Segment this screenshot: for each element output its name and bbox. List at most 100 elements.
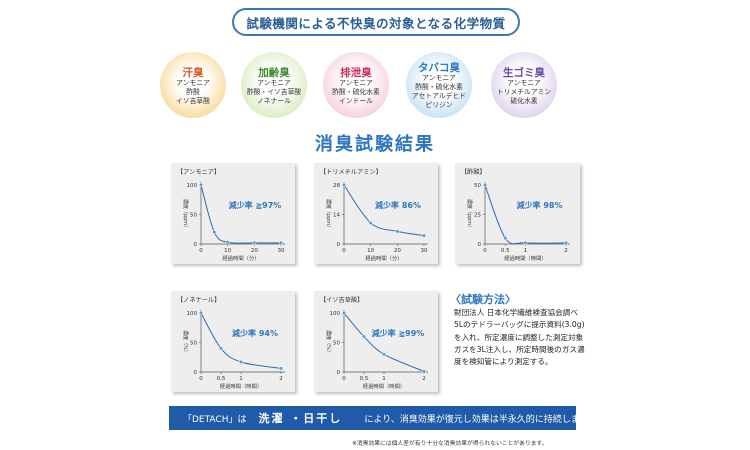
data-point [421,369,427,374]
y-tick-label: 0 [337,242,341,248]
y-axis-label: 濃度（%） [182,330,189,355]
banner-emphasis-text: 洗濯 ・日干し [258,412,343,425]
chart-title: 【トリメチルアミン】 [320,169,382,176]
data-point [523,240,528,245]
odor-circle-line: アンモニア [257,78,291,87]
results-title: 消臭試験結果 [315,134,435,155]
reduction-rate-label: 減少率 98% [517,200,563,210]
x-tick-label: 1 [524,248,528,254]
chart-title: 【酢酸】 [461,168,486,176]
page-header-pill: 試験機関による不快臭の対象となる化学物質 [232,8,520,36]
method-line: 5Lのテドラーバッグに提示資料(3.0g) [454,320,585,330]
x-axis-label: 経過時間（分） [222,254,259,262]
page-header-title: 試験機関による不快臭の対象となる化学物質 [246,15,506,31]
chart-svg: 【アンモニア】 0 50 100 0 10 20 30 濃度（ppm） 経過時間（分） 減少率 ≧9… [177,169,285,262]
odor-circle-line: 硫化水素 [510,96,538,105]
data-point [421,233,427,238]
y-tick-label: 0 [194,242,198,248]
reduction-rate-label: 減少率 94% [232,328,278,338]
chart-panel: 【酢酸】 0 25 50 0 0.5 1 2 濃度（ppm） 経過時間（時間） 減少率 98% [455,163,580,264]
chart-svg: 【酢酸】 0 25 50 0 0.5 1 2 濃度（ppm） 経過時間（時間） 減少率 98% [461,168,570,262]
y-tick-label: 100 [330,311,341,317]
data-point [252,240,257,245]
chart-svg: 【ノネナール】 0 50 100 0 0.5 1 2 濃度（%） 経過時間（時間） 減少率 94% [177,297,285,390]
bottom-banner: 「DETACH」は 洗濯 ・日干し により、消臭効果が復元し効果は半永久的に持続… [169,406,589,430]
method-description: 財団法人 日本化学繊維検査協会調べ 5Lのテドラーバッグに提示資料(3.0g) を入… [454,307,594,368]
chart-panel: 【トリメチルアミン】 0 14 28 0 10 20 30 濃度（ppm） 経過時間（分） 減少率 … [314,163,438,264]
reduction-rate-label: 減少率 ≧99% [372,328,425,338]
x-tick-label: 1 [239,376,243,382]
data-point [381,352,387,357]
method-line: ガスを3L注入し、所定時間後のガス濃 [454,344,585,354]
odor-circle-line: アンモニア [339,78,373,87]
x-axis-label: 経過時間（時間） [220,382,262,390]
x-tick-label: 0 [199,248,203,254]
data-point [341,310,347,316]
odor-circle-line: アンモニア [507,78,541,87]
x-tick-label: 0 [342,248,346,254]
y-tick-label: 50 [333,341,340,347]
y-tick-label: 14 [333,213,340,219]
chart-title: 【ノネナール】 [177,297,220,304]
y-axis-label: 濃度（%） [325,330,332,355]
series-line [200,184,282,244]
data-point [212,230,217,235]
odor-circle: 排泄臭 アンモニア 酢酸・硫化水素 インドール [323,52,389,118]
series-line [343,184,425,237]
banner-effect-text: により、消臭効果が復元し効果は半永久的に持続します [364,414,589,425]
x-tick-label: 2 [564,248,568,254]
odor-circle-title: 汗臭 [182,66,204,79]
x-tick-label: 0.5 [217,376,226,382]
y-tick-label: 28 [333,183,340,189]
odor-circle-line: 酢酸・イソ吉草酸 [246,87,302,96]
data-point [238,359,244,365]
method-line: 度を検知管により測定する。 [454,357,553,367]
chart-title: 【イソ吉草酸】 [320,296,363,304]
odor-circle-line: 酢酸・硫化水素 [332,87,380,96]
chart-svg: 【イソ吉草酸】 0 50 100 0 0.5 1 2 濃度（%） 経過時間（時間） 減少率 ≧99% [320,296,428,390]
method-line: を入れ、所定濃度に調整した測定対象 [454,332,584,342]
odor-circle: 加齢臭 アンモニア 酢酸・イソ吉草酸 ノネナール [241,52,307,118]
odor-circle-line: トリメチルアミン [496,87,552,96]
data-point [368,220,373,225]
series-line [343,312,425,372]
odor-circle-line: 酢酸・硫化水素 [415,83,463,91]
odor-circle-line: インドール [339,96,373,105]
footnote: ※消臭効果には個人差が有り十分な消臭効果が得られないことがあります。 [352,441,548,447]
odor-circle: タバコ臭 アンモニア 酢酸・硫化水素 アセトアルデヒド ピリジン [406,52,472,118]
x-tick-label: 0 [342,376,346,382]
x-tick-label: 10 [367,248,374,254]
x-axis-label: 経過時間（時間） [363,382,405,390]
data-point [361,334,367,339]
odor-circle-line: ノネナール [257,96,291,105]
x-tick-label: 30 [278,248,285,254]
odor-circle-line: ピリジン [425,101,453,109]
chart-panel: 【アンモニア】 0 50 100 0 10 20 30 濃度（ppm） 経過時間（分） 減少率 ≧9… [171,163,295,264]
odor-circle-title: 排泄臭 [340,66,372,79]
x-tick-label: 2 [279,376,283,382]
x-tick-label: 0.5 [360,376,369,382]
data-point [278,366,284,371]
y-axis-label: 濃度（ppm） [325,199,332,230]
reduction-rate-label: 減少率 ≧97% [229,200,282,210]
chart-title: 【アンモニア】 [177,169,220,176]
data-point [395,229,400,234]
y-tick-label: 50 [190,341,197,347]
x-tick-label: 30 [421,248,428,254]
data-point [225,240,230,245]
odor-circle-line: アンモニア [176,78,210,87]
series-line [484,184,567,245]
y-tick-label: 0 [194,370,198,376]
y-tick-label: 50 [474,183,481,189]
banner-brand-text: 「DETACH」は [183,414,247,425]
data-point [563,240,569,245]
data-point [341,182,347,188]
x-tick-label: 0 [483,248,487,254]
odor-circle-title: タバコ臭 [418,62,460,74]
odor-circle-line: 酢酸 [186,87,200,96]
x-tick-label: 0 [199,376,203,382]
series-line [200,312,282,369]
data-point [198,310,204,316]
odor-circle-line: アンモニア [422,74,456,82]
y-tick-label: 0 [337,370,341,376]
